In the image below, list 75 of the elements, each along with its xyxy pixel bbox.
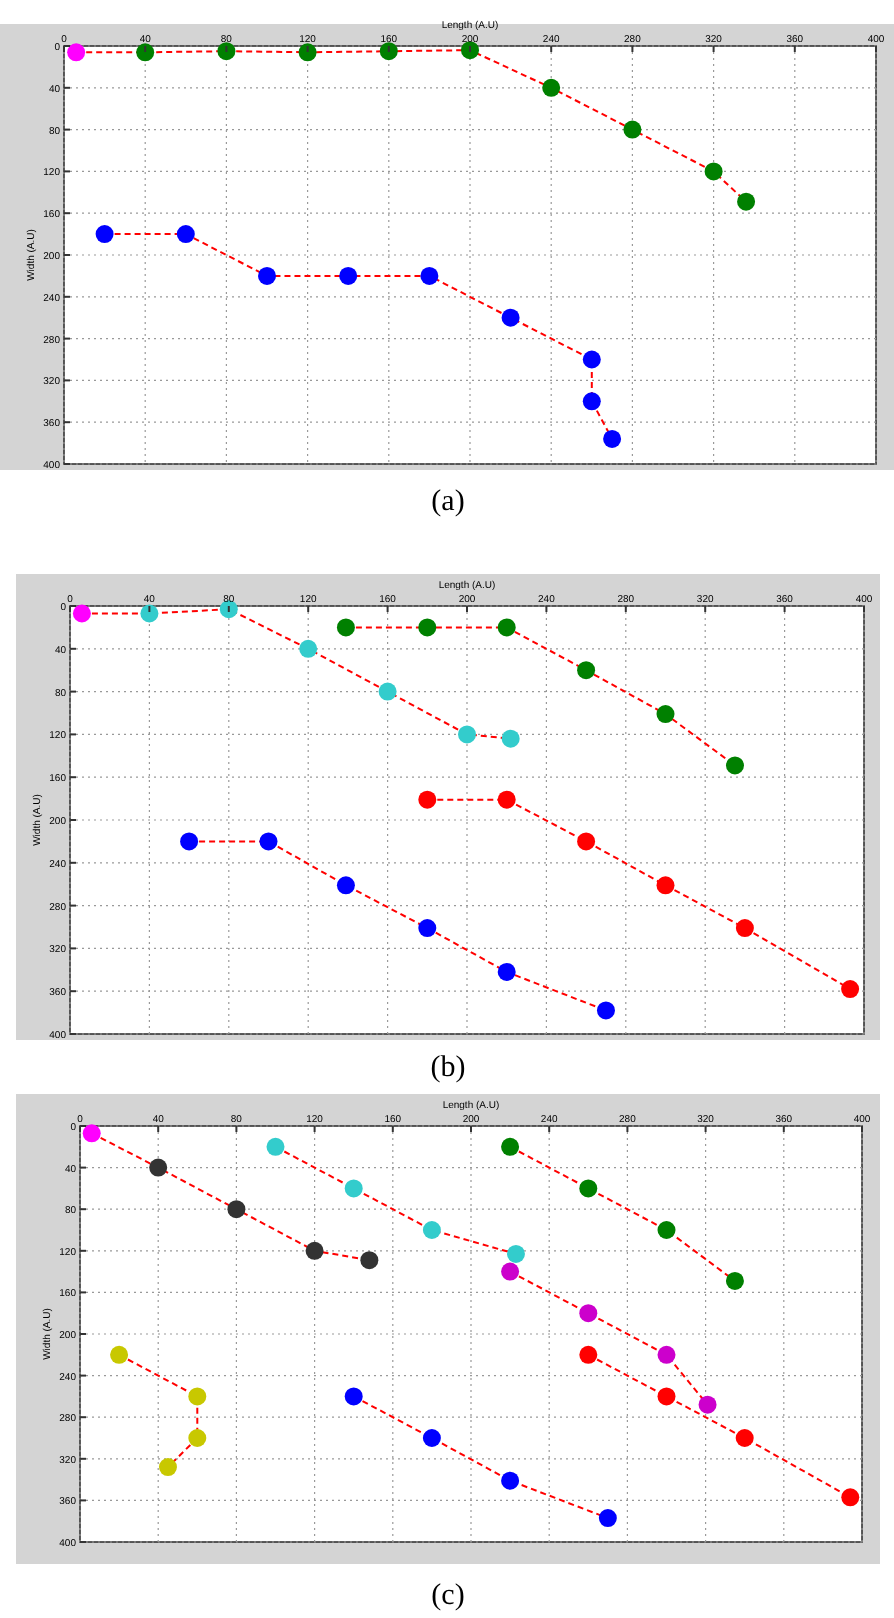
point	[336, 618, 355, 637]
point	[344, 1179, 363, 1198]
point	[418, 919, 437, 938]
point	[501, 308, 520, 327]
point	[458, 725, 476, 744]
point	[725, 756, 744, 775]
point	[582, 392, 601, 411]
point	[501, 1137, 520, 1156]
point	[67, 43, 86, 62]
point	[461, 41, 479, 60]
point	[497, 790, 516, 809]
point	[657, 1387, 676, 1406]
point	[704, 162, 723, 181]
point	[577, 832, 596, 851]
point	[82, 1124, 101, 1143]
point	[227, 1200, 246, 1219]
point	[577, 661, 596, 680]
point	[598, 1509, 617, 1528]
point	[735, 1429, 754, 1447]
point	[360, 1251, 379, 1270]
point	[501, 729, 520, 748]
text: (c)	[431, 1580, 465, 1612]
text: (a)	[431, 486, 465, 518]
point	[735, 919, 754, 938]
point	[501, 1262, 520, 1281]
point	[841, 1488, 860, 1507]
point	[188, 1429, 207, 1447]
point	[299, 639, 318, 658]
point	[298, 43, 317, 62]
point	[259, 832, 278, 851]
point	[158, 1458, 177, 1477]
point	[140, 604, 159, 623]
point	[418, 790, 437, 809]
point	[266, 1137, 285, 1156]
point	[217, 42, 236, 61]
point	[339, 266, 358, 285]
point	[698, 1395, 717, 1414]
point	[497, 618, 516, 637]
point	[623, 120, 642, 139]
point	[579, 1304, 598, 1323]
point	[656, 876, 675, 895]
point	[596, 1001, 615, 1020]
point	[579, 1345, 598, 1364]
point	[149, 1158, 168, 1177]
point	[420, 266, 439, 285]
point	[95, 225, 114, 244]
point	[497, 962, 516, 981]
point	[657, 1345, 676, 1364]
point	[841, 980, 860, 999]
point	[176, 225, 195, 244]
point	[603, 429, 622, 448]
point	[725, 1271, 744, 1290]
point	[418, 618, 437, 637]
point	[542, 78, 561, 97]
point	[506, 1244, 525, 1263]
point	[72, 604, 91, 623]
point	[656, 705, 675, 724]
point	[344, 1387, 363, 1406]
point	[422, 1429, 441, 1447]
point	[582, 350, 601, 369]
point	[180, 832, 199, 851]
point	[110, 1345, 129, 1364]
point	[501, 1471, 520, 1490]
point	[379, 42, 398, 61]
point	[657, 1221, 676, 1239]
point	[258, 266, 276, 285]
point	[422, 1221, 441, 1239]
point	[136, 43, 155, 62]
point	[305, 1241, 324, 1260]
point	[579, 1179, 598, 1198]
point	[336, 876, 355, 895]
point	[378, 682, 397, 701]
point	[188, 1387, 207, 1406]
text: (b)	[430, 1052, 466, 1084]
point	[737, 192, 756, 211]
